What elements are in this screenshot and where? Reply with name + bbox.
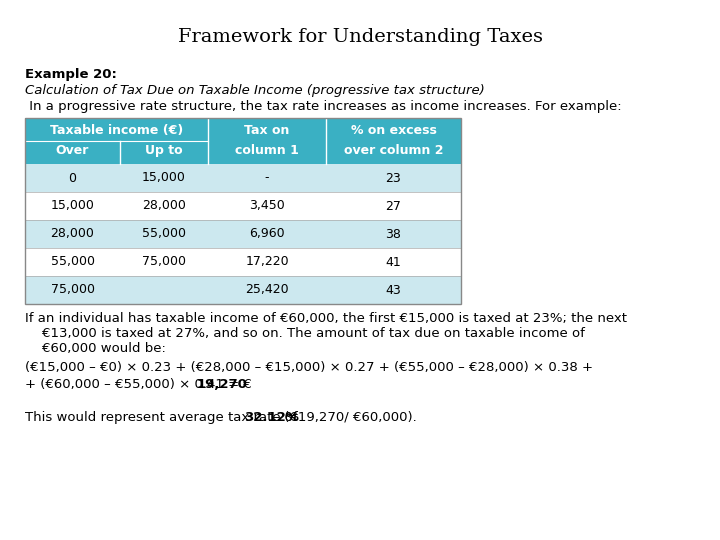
Text: 28,000: 28,000 [142, 199, 186, 213]
Text: €60,000 would be:: €60,000 would be: [25, 342, 166, 355]
Text: 6,960: 6,960 [249, 227, 285, 240]
Text: 75,000: 75,000 [50, 284, 94, 296]
Bar [25, 192, 461, 220]
Text: Framework for Understanding Taxes: Framework for Understanding Taxes [178, 28, 542, 46]
Text: 15,000: 15,000 [50, 199, 94, 213]
Text: 55,000: 55,000 [142, 227, 186, 240]
Text: If an individual has taxable income of €60,000, the first €15,000 is taxed at 23: If an individual has taxable income of €… [25, 312, 627, 325]
Text: Over: Over [56, 144, 89, 157]
Text: Example 20:: Example 20: [25, 68, 117, 81]
Text: 43: 43 [386, 284, 401, 296]
Text: 25,420: 25,420 [246, 284, 289, 296]
Text: 41: 41 [386, 255, 401, 268]
Text: 23: 23 [386, 172, 401, 185]
Text: In a progressive rate structure, the tax rate increases as income increases. For: In a progressive rate structure, the tax… [25, 100, 621, 113]
Text: 27: 27 [386, 199, 402, 213]
Text: 28,000: 28,000 [50, 227, 94, 240]
Text: 3,450: 3,450 [249, 199, 285, 213]
Text: (€19,270/ €60,000).: (€19,270/ €60,000). [280, 411, 417, 424]
Text: Up to: Up to [145, 144, 183, 157]
Text: 19,270: 19,270 [196, 378, 247, 391]
Text: 15,000: 15,000 [142, 172, 186, 185]
Text: column 1: column 1 [235, 144, 299, 157]
Text: Calculation of Tax Due on Taxable Income (progressive tax structure): Calculation of Tax Due on Taxable Income… [25, 84, 485, 97]
Text: (€15,000 – €0) × 0.23 + (€28,000 – €15,000) × 0.27 + (€55,000 – €28,000) × 0.38 : (€15,000 – €0) × 0.23 + (€28,000 – €15,0… [25, 361, 593, 374]
Bar [25, 220, 461, 248]
Bar [25, 248, 461, 276]
Text: 38: 38 [386, 227, 402, 240]
Bar [25, 164, 461, 192]
Text: 0: 0 [68, 172, 76, 185]
Text: % on excess: % on excess [351, 124, 436, 137]
Text: + (€60,000 – €55,000) × 0.41 = €: + (€60,000 – €55,000) × 0.41 = € [25, 378, 252, 391]
Text: 75,000: 75,000 [142, 255, 186, 268]
Text: This would represent average tax rate of: This would represent average tax rate of [25, 411, 302, 424]
Bar [25, 118, 461, 304]
Text: 55,000: 55,000 [50, 255, 94, 268]
Text: 17,220: 17,220 [246, 255, 289, 268]
Bar [25, 276, 461, 304]
Text: €13,000 is taxed at 27%, and so on. The amount of tax due on taxable income of: €13,000 is taxed at 27%, and so on. The … [25, 327, 585, 340]
Text: over column 2: over column 2 [343, 144, 444, 157]
Bar [25, 118, 461, 164]
Text: Tax on: Tax on [244, 124, 289, 137]
Text: 32.12%: 32.12% [244, 411, 300, 424]
Text: Taxable income (€): Taxable income (€) [50, 124, 183, 137]
Text: -: - [265, 172, 269, 185]
